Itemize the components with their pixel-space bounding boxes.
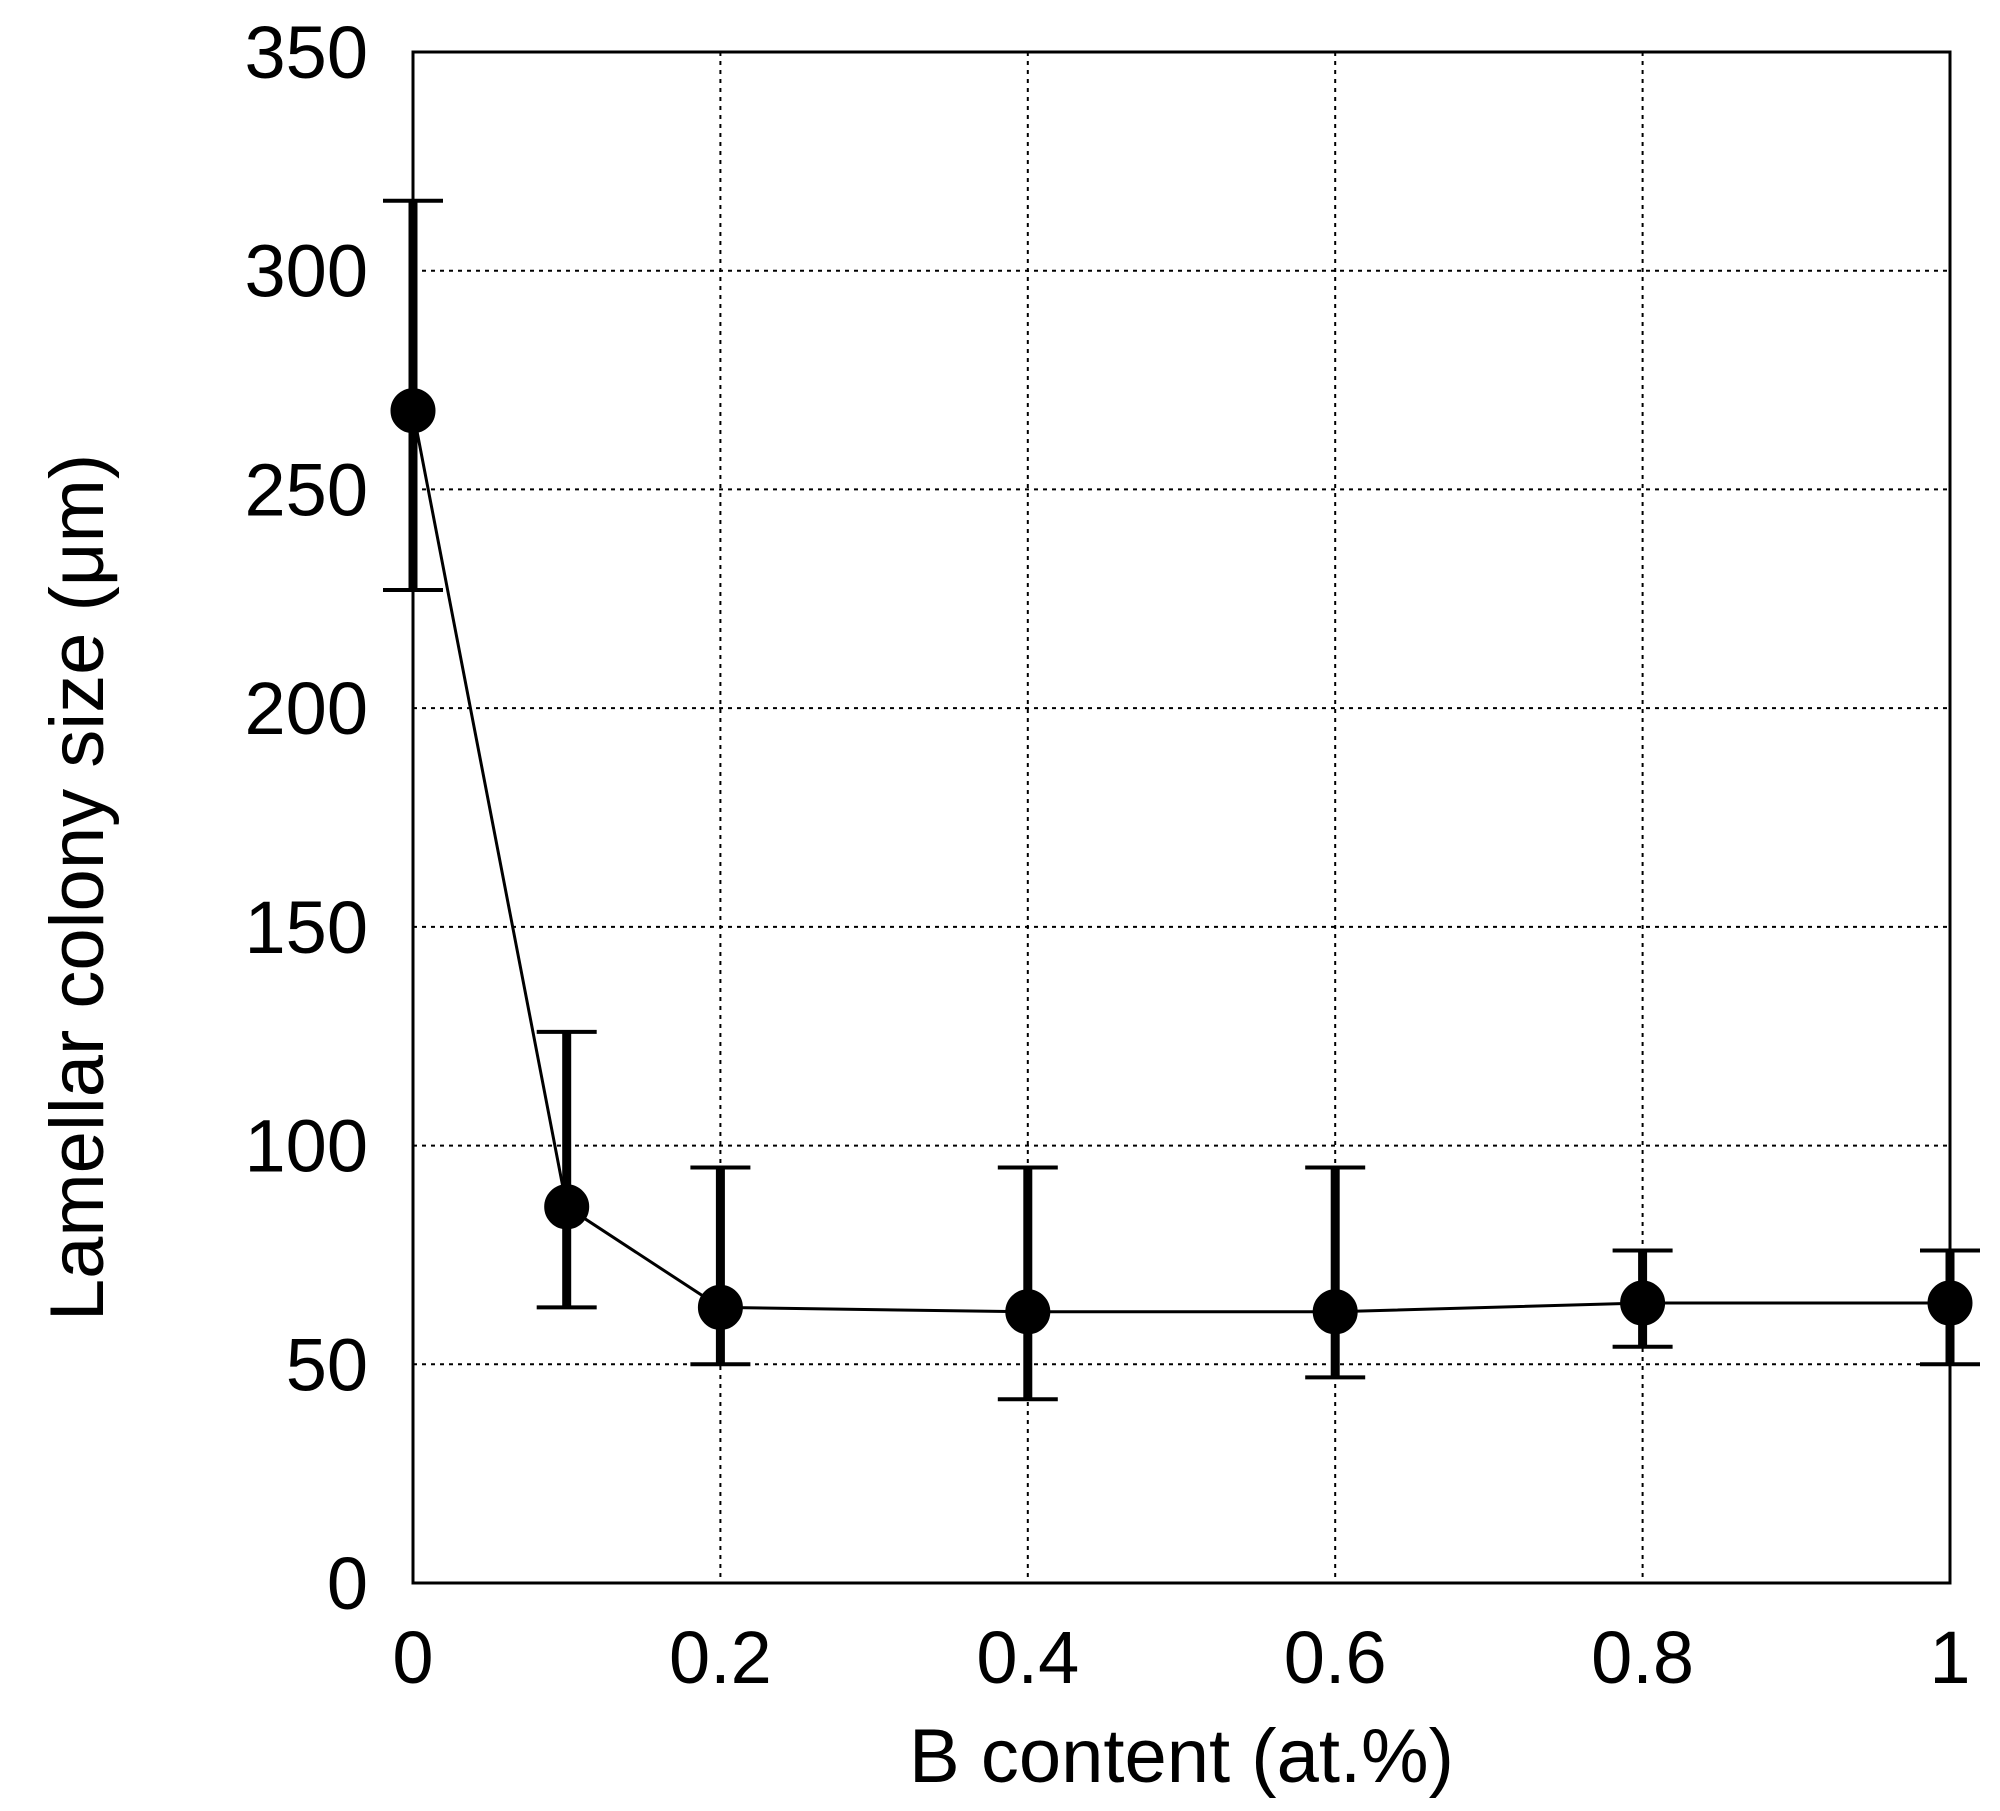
x-tick-label: 0.4	[976, 1616, 1079, 1699]
data-point	[1005, 1289, 1051, 1335]
data-point	[697, 1284, 743, 1330]
y-tick-label: 50	[286, 1323, 368, 1406]
x-axis-ticks: 0 0.2 0.4 0.6 0.8 1	[392, 1616, 1970, 1699]
y-tick-label: 350	[245, 11, 368, 94]
x-tick-label: 0.6	[1284, 1616, 1387, 1699]
x-axis-title: B content (at.%)	[909, 1714, 1454, 1799]
y-axis-title: Lamellar colony size (μm)	[35, 454, 120, 1321]
y-tick-label: 0	[327, 1542, 368, 1625]
data-point	[390, 388, 436, 434]
y-axis-ticks: 0 50 100 150 200 250 300 350	[245, 11, 368, 1625]
x-tick-label: 1	[1929, 1616, 1970, 1699]
grid-lines	[413, 52, 1950, 1583]
plot-frame	[411, 50, 1952, 1585]
series-layer	[383, 198, 1980, 1402]
y-tick-label: 150	[245, 886, 368, 969]
data-point	[544, 1184, 590, 1230]
series-line	[411, 410, 1950, 1314]
y-tick-label: 250	[245, 448, 368, 531]
y-tick-label: 100	[245, 1105, 368, 1188]
data-point	[1620, 1280, 1666, 1326]
y-tick-label: 200	[245, 667, 368, 750]
x-tick-label: 0.2	[669, 1616, 772, 1699]
x-tick-label: 0.8	[1591, 1616, 1694, 1699]
data-point	[1927, 1280, 1973, 1326]
data-point	[1312, 1289, 1358, 1335]
x-tick-label: 0	[392, 1616, 433, 1699]
y-tick-label: 300	[245, 230, 368, 313]
